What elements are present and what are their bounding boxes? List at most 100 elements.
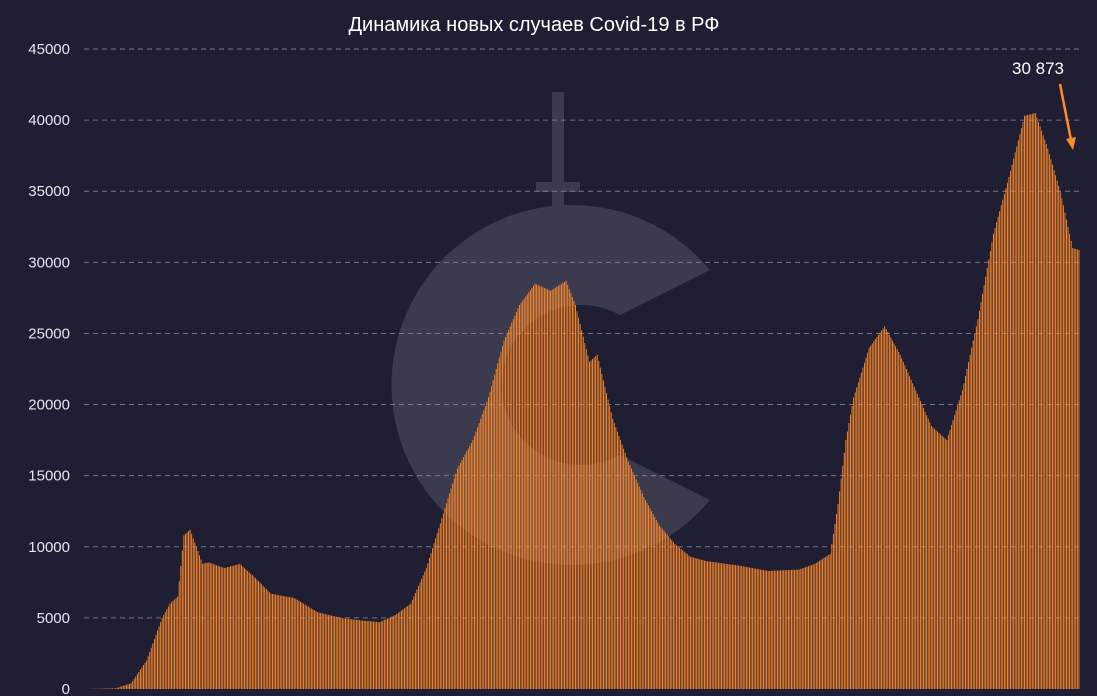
bar <box>646 502 648 689</box>
bar <box>607 399 609 689</box>
bar <box>801 568 803 689</box>
bar <box>997 216 999 689</box>
bar <box>404 608 406 689</box>
bar <box>694 558 696 689</box>
bar <box>783 570 785 689</box>
bar <box>865 357 867 689</box>
bar <box>231 565 233 689</box>
bar <box>965 376 966 689</box>
bar <box>424 571 426 689</box>
bar <box>899 354 901 689</box>
bar <box>972 340 974 689</box>
bar <box>946 440 948 689</box>
bar <box>500 351 502 689</box>
bar <box>769 570 771 689</box>
bar <box>982 293 984 689</box>
bar <box>730 564 732 689</box>
bar <box>446 503 447 689</box>
bar <box>1027 115 1029 689</box>
bar <box>811 564 813 689</box>
bar <box>710 561 712 689</box>
bar <box>952 420 954 689</box>
bar <box>660 527 662 689</box>
bar <box>1019 134 1021 689</box>
bar <box>408 604 410 689</box>
bar <box>492 380 494 689</box>
bar <box>517 308 519 689</box>
bar <box>203 563 205 689</box>
bar <box>452 483 454 689</box>
bar <box>441 518 443 689</box>
bar <box>233 565 235 689</box>
bar <box>354 619 356 689</box>
bar <box>826 555 828 689</box>
bar <box>293 597 295 689</box>
bar <box>938 433 940 689</box>
bar <box>581 330 583 689</box>
bar <box>912 383 914 689</box>
bar <box>206 562 208 689</box>
bar <box>629 465 631 689</box>
bar <box>595 356 597 689</box>
bar <box>1024 115 1025 690</box>
bar <box>161 617 163 689</box>
bar <box>340 617 342 689</box>
bar <box>761 569 763 689</box>
bar <box>615 427 617 689</box>
bar <box>152 643 154 689</box>
bar <box>620 440 621 689</box>
bar <box>421 578 423 689</box>
bar <box>568 288 570 689</box>
bar <box>787 570 789 689</box>
bar <box>825 556 827 689</box>
bar <box>1052 164 1053 689</box>
bar <box>668 536 670 689</box>
bar <box>139 669 141 689</box>
bar <box>121 686 123 689</box>
bar <box>133 678 135 689</box>
bar <box>850 414 851 689</box>
bar <box>519 305 520 689</box>
bar <box>913 386 915 689</box>
bar <box>879 332 881 689</box>
bar <box>749 567 750 689</box>
bar <box>450 488 452 689</box>
bar <box>195 546 197 689</box>
bar <box>745 566 747 689</box>
bar <box>368 621 370 689</box>
bar <box>797 569 799 689</box>
bar <box>439 523 441 689</box>
bar <box>790 569 792 689</box>
bar <box>362 620 364 689</box>
bar <box>618 435 620 689</box>
bar <box>697 558 699 689</box>
bar <box>332 615 334 689</box>
bar <box>708 561 710 689</box>
bar <box>258 581 259 689</box>
bar <box>1014 152 1016 690</box>
bar <box>141 667 143 689</box>
bar <box>719 562 721 689</box>
bar <box>731 564 733 689</box>
bar <box>1003 194 1005 689</box>
bar <box>803 567 805 689</box>
bar <box>637 482 639 689</box>
bar <box>307 606 309 689</box>
bar <box>744 566 746 689</box>
bar <box>1000 205 1002 689</box>
bar <box>1050 159 1052 690</box>
bar <box>447 498 449 689</box>
bar <box>419 582 421 689</box>
bar <box>299 601 301 689</box>
bar <box>118 687 120 689</box>
bar <box>904 365 906 689</box>
bar <box>741 566 743 689</box>
bar <box>387 618 388 689</box>
bar <box>261 584 263 689</box>
bar <box>256 579 258 689</box>
bar <box>685 552 687 689</box>
bar <box>756 568 758 689</box>
bar <box>442 513 444 689</box>
y-tick-label: 25000 <box>28 325 70 342</box>
bar <box>290 597 292 689</box>
